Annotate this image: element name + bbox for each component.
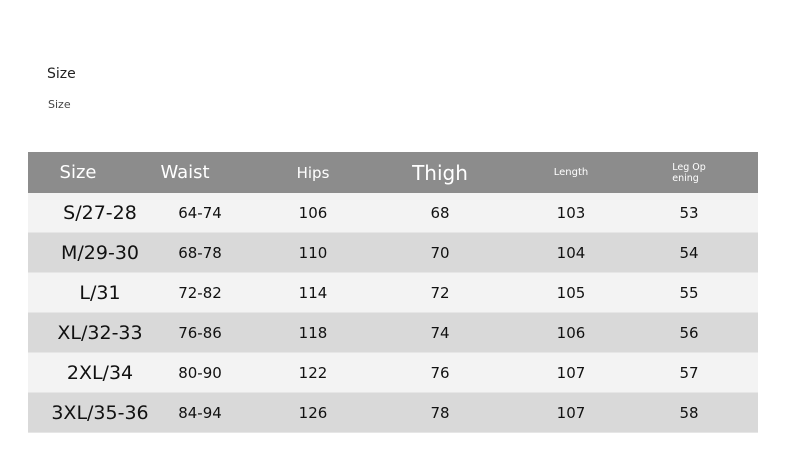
table-cell: 72-82: [178, 283, 222, 302]
size-cell: L/31: [79, 281, 121, 304]
size-table: Size Waist Hips Thigh Length Leg Op ening S/27…: [28, 152, 758, 433]
table-cell: 53: [679, 203, 699, 222]
table-cell: 68-78: [178, 243, 222, 262]
table-cell: 76: [430, 363, 450, 382]
size-cell: S/27-28: [63, 201, 137, 224]
size-cell: XL/32-33: [57, 321, 143, 344]
table-cell: 64-74: [178, 203, 222, 222]
table-cell: 54: [679, 243, 699, 262]
table-cell: 105: [556, 283, 586, 302]
section-subheading: Size: [48, 98, 71, 111]
table-cell: 106: [298, 203, 328, 222]
size-cell: 3XL/35-36: [51, 401, 149, 424]
table-cell: 106: [556, 323, 586, 342]
table-cell: 104: [556, 243, 586, 262]
table-cell: 118: [298, 323, 328, 342]
table-cell: 76-86: [178, 323, 222, 342]
table-cell: 80-90: [178, 363, 222, 382]
table-cell: 72: [430, 283, 450, 302]
table-cell: 74: [430, 323, 450, 342]
table-cell: 58: [679, 403, 699, 422]
column-header: Leg Op ening: [672, 161, 706, 184]
size-cell: M/29-30: [60, 241, 140, 264]
table-cell: 57: [679, 363, 699, 382]
table-cell: 56: [679, 323, 699, 342]
table-cell: 55: [679, 283, 699, 302]
column-header: Size: [59, 162, 97, 183]
table-cell: 84-94: [178, 403, 222, 422]
table-row: S/27-28 64-74 106 68 103 53: [28, 193, 758, 233]
table-row: 3XL/35-36 84-94 126 78 107 58: [28, 393, 758, 433]
column-header: Length: [553, 167, 589, 178]
section-heading: Size: [47, 66, 76, 82]
column-header: Waist: [160, 162, 210, 183]
column-header: Thigh: [412, 160, 468, 185]
table-cell: 68: [430, 203, 450, 222]
table-cell: 107: [556, 363, 586, 382]
table-cell: 126: [298, 403, 328, 422]
table-header-row: Size Waist Hips Thigh Length Leg Op ening: [28, 152, 758, 193]
table-cell: 78: [430, 403, 450, 422]
table-row: M/29-30 68-78 110 70 104 54: [28, 233, 758, 273]
table-cell: 122: [298, 363, 328, 382]
table-cell: 70: [430, 243, 450, 262]
size-cell: 2XL/34: [66, 361, 134, 384]
table-cell: 114: [298, 283, 328, 302]
table-cell: 107: [556, 403, 586, 422]
table-row: L/31 72-82 114 72 105 55: [28, 273, 758, 313]
column-header: Hips: [296, 163, 330, 182]
table-row: 2XL/34 80-90 122 76 107 57: [28, 353, 758, 393]
table-row: XL/32-33 76-86 118 74 106 56: [28, 313, 758, 353]
table-cell: 110: [298, 243, 328, 262]
table-cell: 103: [556, 203, 586, 222]
